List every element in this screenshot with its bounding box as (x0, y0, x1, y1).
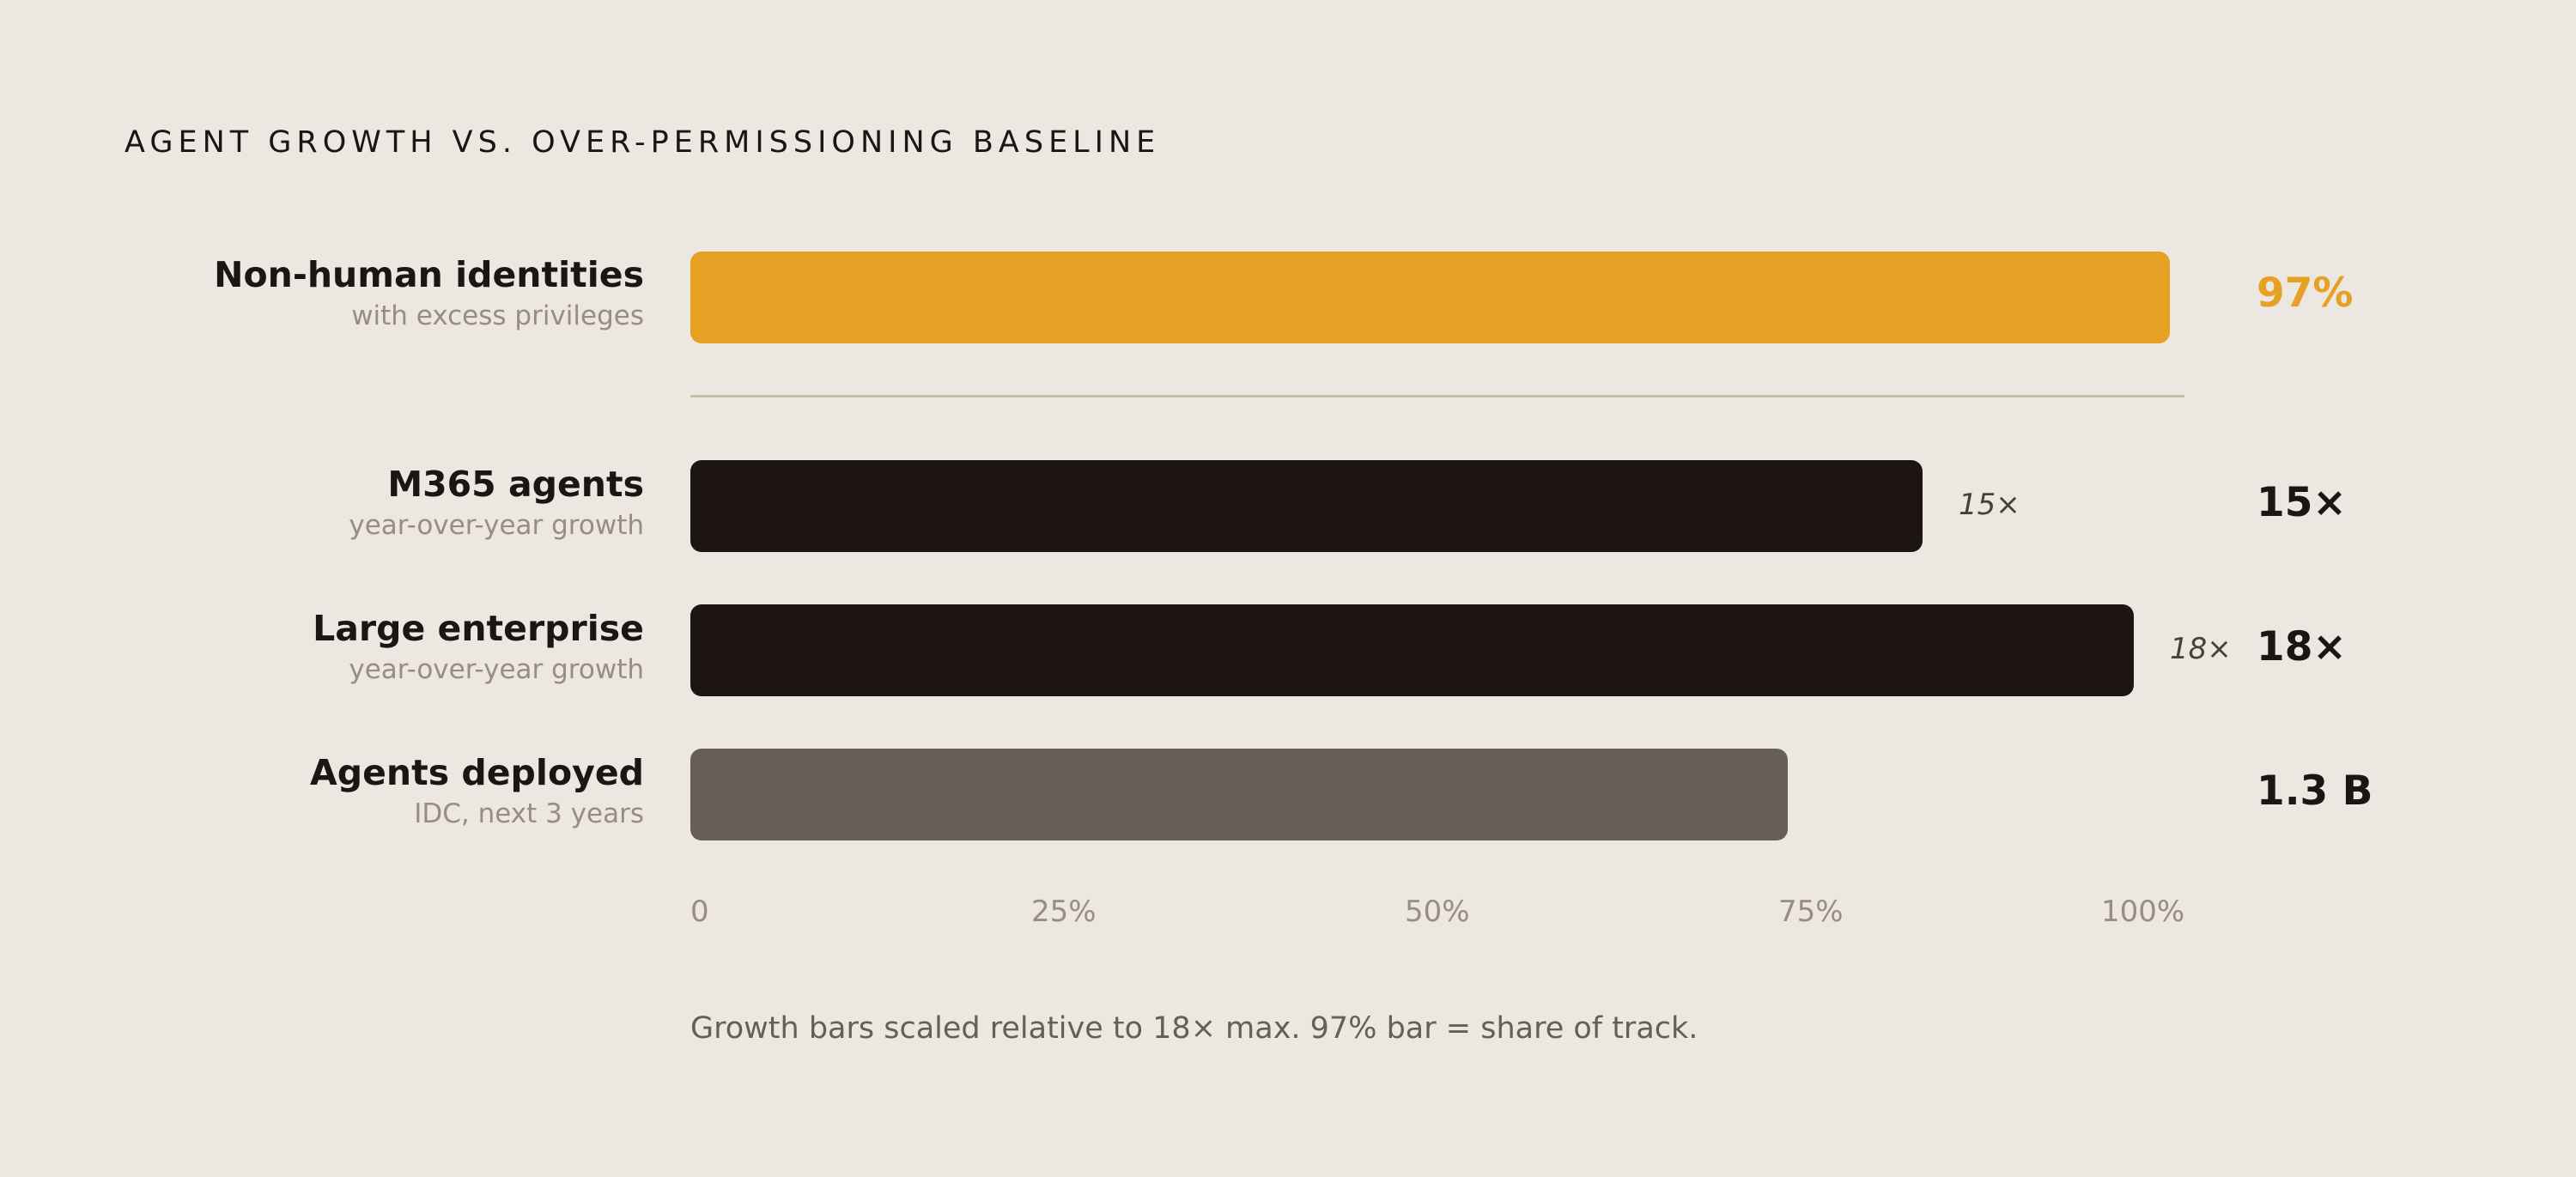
bar-note-large-enterprise: 18× (2170, 632, 2232, 666)
bar-m365-agents (690, 460, 1923, 552)
bar-non-human-identities (690, 252, 2170, 343)
row-label-m365-agents: M365 agents (387, 464, 644, 505)
x-tick-25: 25% (1031, 895, 1097, 929)
chart-title: AGENT GROWTH VS. OVER-PERMISSIONING BASE… (125, 125, 1161, 160)
row-label-agents-deployed: Agents deployed (310, 752, 644, 793)
value-non-human-identities: 97% (2257, 270, 2354, 317)
bar-note-m365-agents: 15× (1959, 488, 2020, 522)
x-tick-0: 0 (690, 895, 709, 929)
x-tick-50: 50% (1405, 895, 1470, 929)
row-sublabel-m365-agents: year-over-year growth (349, 510, 644, 541)
bar-agents-deployed (690, 749, 1788, 840)
bar-large-enterprise (690, 604, 2134, 696)
row-sublabel-agents-deployed: IDC, next 3 years (414, 798, 644, 829)
baseline-divider (690, 395, 2184, 397)
row-sublabel-non-human-identities: with excess privileges (351, 300, 644, 331)
value-agents-deployed: 1.3 B (2257, 767, 2373, 815)
row-sublabel-large-enterprise: year-over-year growth (349, 654, 644, 685)
row-label-non-human-identities: Non-human identities (214, 254, 644, 295)
x-tick-100: 100% (2101, 895, 2185, 929)
chart-footnote: Growth bars scaled relative to 18× max. … (690, 1011, 1698, 1046)
value-m365-agents: 15× (2257, 479, 2347, 526)
value-large-enterprise: 18× (2257, 623, 2347, 670)
x-tick-75: 75% (1778, 895, 1844, 929)
row-label-large-enterprise: Large enterprise (313, 608, 644, 649)
